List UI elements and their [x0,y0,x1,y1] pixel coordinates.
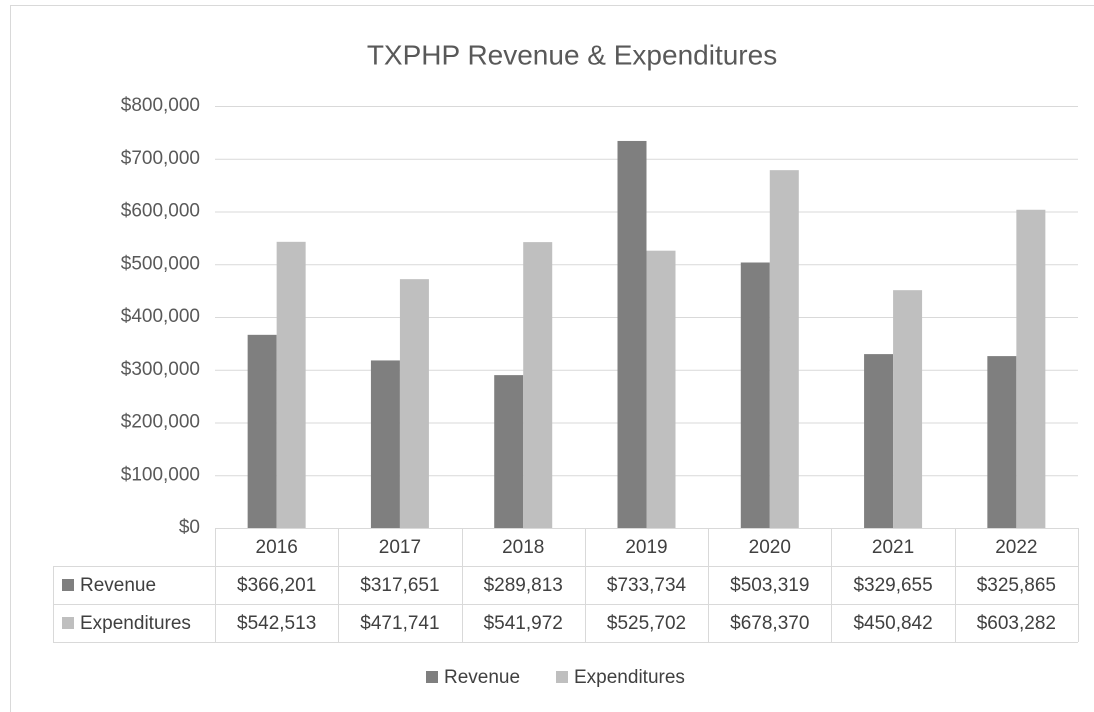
x-tick-label: 2018 [502,537,544,558]
x-tick-label: 2016 [256,537,298,558]
y-tick-label: $700,000 [121,148,200,169]
table-cell: $678,370 [730,613,809,634]
table-cell: $603,282 [977,613,1056,634]
table-cell: $450,842 [853,613,932,634]
table-row-header: Expenditures [80,613,191,634]
table-cell: $317,651 [360,575,439,596]
x-tick-label: 2019 [625,537,667,558]
x-tick-label: 2021 [872,537,914,558]
bar [247,334,277,528]
y-tick-label: $600,000 [121,201,200,222]
table-cell: $471,741 [360,613,439,634]
chart-title: TXPHP Revenue & Expenditures [367,39,777,70]
table-cell: $329,655 [853,575,932,596]
x-tick-label: 2020 [749,537,791,558]
y-tick-label: $0 [179,517,200,538]
bar [1016,209,1046,528]
bar [893,290,923,528]
table-legend-key [62,579,74,591]
table-cell: $525,702 [607,613,686,634]
legend-key [426,671,438,683]
bar [864,354,894,528]
bar [769,170,799,528]
y-tick-label: $400,000 [121,306,200,327]
bar [276,241,306,528]
legend-key [556,671,568,683]
y-tick-label: $200,000 [121,412,200,433]
table-row-header: Revenue [80,575,156,596]
bar [617,140,647,528]
y-tick-label: $500,000 [121,253,200,274]
bar [740,262,770,528]
bar [646,250,676,528]
table-cell: $289,813 [484,575,563,596]
y-tick-label: $300,000 [121,359,200,380]
legend-label: Revenue [444,667,520,688]
bar [370,360,400,528]
bar [494,375,524,528]
table-legend-key [62,617,74,629]
x-tick-label: 2017 [379,537,421,558]
table-cell: $542,513 [237,613,316,634]
table-cell: $541,972 [484,613,563,634]
y-tick-label: $100,000 [121,464,200,485]
table-cell: $503,319 [730,575,809,596]
table-cell: $366,201 [237,575,316,596]
table-cell: $325,865 [977,575,1056,596]
bar [987,356,1017,528]
bar [523,242,553,528]
table-cell: $733,734 [607,575,687,596]
y-tick-label: $800,000 [121,95,200,116]
bar [399,279,429,528]
legend-label: Expenditures [574,667,685,688]
x-tick-label: 2022 [995,537,1037,558]
